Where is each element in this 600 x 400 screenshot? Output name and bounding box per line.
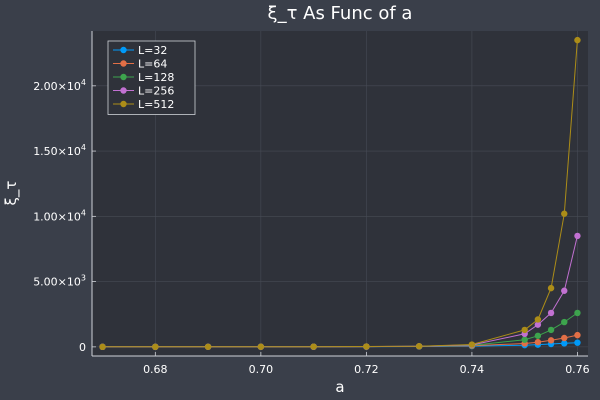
y-tick-mantissa: 1.00×10	[33, 210, 81, 223]
y-tick-label: 1.00×104	[33, 208, 86, 223]
data-point	[534, 316, 542, 323]
legend-item: L=256	[113, 85, 174, 98]
y-tick-label: 1.50×104	[33, 143, 86, 158]
legend-item: L=64	[113, 58, 167, 71]
series-L=512	[99, 36, 581, 351]
data-point	[561, 210, 568, 217]
data-point	[547, 337, 555, 344]
data-point	[534, 332, 542, 339]
y-tick-exponent: 3	[81, 274, 86, 283]
series-layer	[99, 36, 581, 351]
data-point	[152, 343, 159, 351]
data-point	[534, 338, 542, 346]
legend-swatch-marker	[120, 60, 127, 67]
data-point	[574, 232, 581, 240]
data-point	[574, 339, 581, 346]
x-tick-label: 0.72	[354, 363, 379, 376]
y-tick-label: 5.00×103	[33, 274, 86, 289]
legend-label: L=256	[138, 85, 174, 98]
legend-swatch-marker	[120, 73, 127, 81]
x-axis-label: a	[335, 378, 344, 396]
data-point	[521, 326, 528, 334]
data-point	[574, 309, 581, 317]
y-tick-exponent: 4	[81, 208, 86, 217]
y-axis-label: ξ_τ	[2, 181, 21, 206]
legend-label: L=64	[138, 58, 167, 71]
data-point	[561, 340, 568, 347]
data-point	[310, 343, 317, 350]
data-point	[547, 309, 555, 317]
x-tick-label: 0.74	[460, 363, 485, 376]
data-point	[468, 341, 476, 348]
x-tick-label: 0.68	[143, 363, 168, 376]
data-point	[415, 343, 423, 350]
data-point	[99, 343, 106, 351]
y-tick-label: 0	[79, 341, 86, 354]
data-point	[561, 334, 568, 342]
y-tick-mantissa: 5.00×10	[33, 276, 81, 289]
x-tick-label: 0.76	[565, 363, 590, 376]
data-point	[204, 343, 212, 350]
data-point	[574, 36, 581, 44]
data-point	[547, 326, 555, 334]
y-tick-exponent: 4	[81, 78, 86, 87]
legend-item: L=512	[113, 98, 174, 111]
legend-label: L=128	[138, 71, 174, 84]
data-point	[561, 318, 568, 326]
data-point	[547, 284, 555, 292]
legend-label: L=32	[138, 44, 167, 57]
data-point	[574, 331, 581, 339]
y-tick-label: 2.00×104	[33, 78, 86, 93]
legend-item: L=128	[113, 71, 174, 84]
legend-swatch-marker	[120, 87, 127, 94]
x-tick-label: 0.70	[249, 363, 274, 376]
y-tick-mantissa: 0	[79, 341, 86, 354]
chart-title: ξ_τ As Func of a	[268, 3, 413, 24]
data-point	[561, 287, 568, 294]
data-point	[534, 321, 542, 328]
legend-swatch-marker	[120, 100, 127, 108]
y-tick-mantissa: 2.00×10	[33, 80, 81, 93]
legend-label: L=512	[138, 98, 174, 111]
data-point	[363, 343, 370, 350]
data-point	[257, 343, 265, 350]
legend-item: L=32	[113, 44, 167, 57]
legend-swatch-marker	[120, 46, 127, 54]
y-tick-exponent: 4	[81, 143, 86, 152]
data-point	[521, 336, 528, 343]
axes: 0.68 0.70 0.72 0.74 0.7605.00×1031.00×1041.5…	[33, 31, 590, 376]
y-tick-mantissa: 1.50×10	[33, 145, 81, 158]
